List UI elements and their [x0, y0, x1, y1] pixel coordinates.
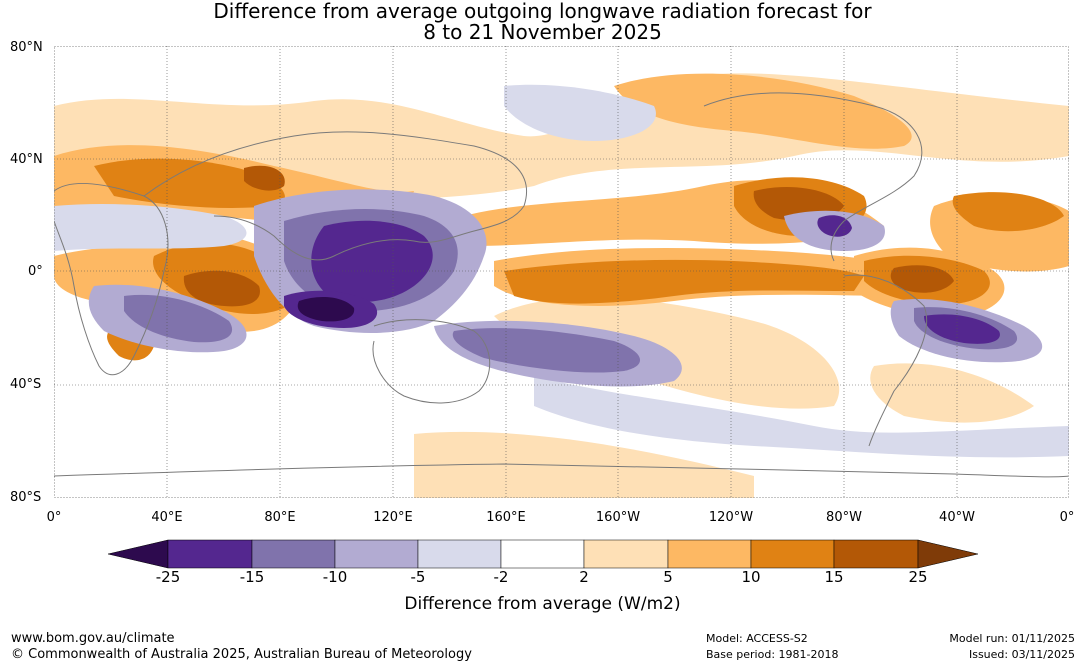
- lat-label-0: 0°: [28, 264, 43, 279]
- olr-anomaly-map: [54, 46, 1069, 498]
- coastline-south-america: [843, 274, 928, 447]
- colorbar-tick-n5: -5: [410, 568, 426, 586]
- anomaly-mid-purple-south-pacific: [452, 328, 641, 373]
- colorbar-extend-low: [108, 539, 169, 569]
- lat-label-40s: 40°S: [10, 377, 42, 392]
- footer-base-period: Base period: 1981-2018: [706, 648, 839, 661]
- anomaly-brown-core-south-america: [890, 265, 954, 293]
- footer-issued: Issued: 03/11/2025: [968, 648, 1075, 661]
- anomaly-light-purple-southern-ocean: [534, 376, 1069, 458]
- coastlines: [54, 92, 1069, 478]
- anomaly-light-orange-south-pacific: [691, 342, 834, 407]
- lat-label-40n: 40°N: [10, 152, 43, 167]
- colorbar: [108, 539, 978, 569]
- lon-label-0-right: 0°: [1059, 510, 1075, 525]
- anomaly-deep-purple-maritime: [311, 220, 433, 302]
- colorbar-tick-5: 5: [663, 568, 673, 586]
- colorbar-segment-n10-n5: [334, 539, 419, 569]
- lon-label-80w: 80°W: [826, 510, 862, 525]
- coastline-antarctica: [54, 463, 1069, 478]
- colorbar-tick-n10: -10: [322, 568, 348, 586]
- map-title-line2: 8 to 21 November 2025: [423, 20, 662, 44]
- footer-model: Model: ACCESS-S2: [706, 632, 808, 645]
- colorbar-segment-15-25: [833, 539, 919, 569]
- anomaly-light-purple-north: [504, 84, 656, 141]
- lat-label-80n: 80°N: [10, 40, 43, 55]
- colorbar-segment-n25-n15: [167, 539, 253, 569]
- colorbar-tick-10: 10: [741, 568, 761, 586]
- anomaly-deep-purple-central-america: [817, 215, 852, 237]
- anomaly-brown-core-north: [244, 165, 285, 191]
- colorbar-segment-n5-n2: [417, 539, 502, 569]
- anomaly-field: [54, 73, 1069, 498]
- colorbar-segment-10-15: [750, 539, 835, 569]
- colorbar-tick-15: 15: [824, 568, 844, 586]
- anomaly-orange-north-pacific: [614, 73, 912, 149]
- anomaly-mid-purple-indian: [124, 294, 233, 343]
- lon-label-160e: 160°E: [486, 510, 526, 525]
- colorbar-tick-n25: -25: [155, 568, 181, 586]
- anomaly-light-purple-west: [54, 204, 247, 251]
- anomaly-light-orange-south-atlantic: [870, 363, 1034, 423]
- lon-label-40e: 40°E: [151, 510, 183, 525]
- colorbar-tick-25: 25: [908, 568, 928, 586]
- colorbar-segment-5-10: [667, 539, 752, 569]
- lon-label-0-left: 0°: [46, 510, 62, 525]
- colorbar-tick-n15: -15: [239, 568, 265, 586]
- gridlines: [54, 46, 1069, 498]
- colorbar-segment-2-5: [583, 539, 669, 569]
- coastline-north-america: [703, 92, 923, 262]
- anomaly-darkest-purple-core: [297, 296, 355, 322]
- lon-label-120e: 120°E: [373, 510, 413, 525]
- lon-label-80e: 80°E: [264, 510, 296, 525]
- map-frame: [54, 46, 1069, 498]
- anomaly-deep-purple-south-atlantic: [924, 314, 1000, 344]
- colorbar-extend-high: [917, 539, 978, 569]
- anomaly-brown-core-west: [183, 270, 260, 307]
- coastline-australia: [372, 319, 491, 404]
- footer-website: www.bom.gov.au/climate: [11, 631, 175, 646]
- lat-label-80s: 80°S: [10, 490, 42, 505]
- lon-label-40w: 40°W: [939, 510, 975, 525]
- colorbar-tick-n2: -2: [493, 568, 509, 586]
- lon-label-160w: 160°W: [595, 510, 641, 525]
- map-title-line1: Difference from average outgoing longwav…: [213, 0, 872, 23]
- footer-copyright: © Commonwealth of Australia 2025, Austra…: [11, 647, 472, 662]
- colorbar-tick-2: 2: [579, 568, 589, 586]
- lon-label-120w: 120°W: [708, 510, 754, 525]
- colorbar-segment-n15-n10: [251, 539, 336, 569]
- colorbar-segment-n2-2: [500, 539, 585, 569]
- anomaly-light-orange-southern-ocean: [414, 431, 754, 498]
- coastline-africa: [54, 182, 169, 376]
- colorbar-label: Difference from average (W/m2): [404, 594, 681, 614]
- coastline-eurasia: [143, 131, 528, 261]
- footer-model-run: Model run: 01/11/2025: [949, 632, 1075, 645]
- anomaly-dark-orange-atlantic-north: [952, 192, 1064, 232]
